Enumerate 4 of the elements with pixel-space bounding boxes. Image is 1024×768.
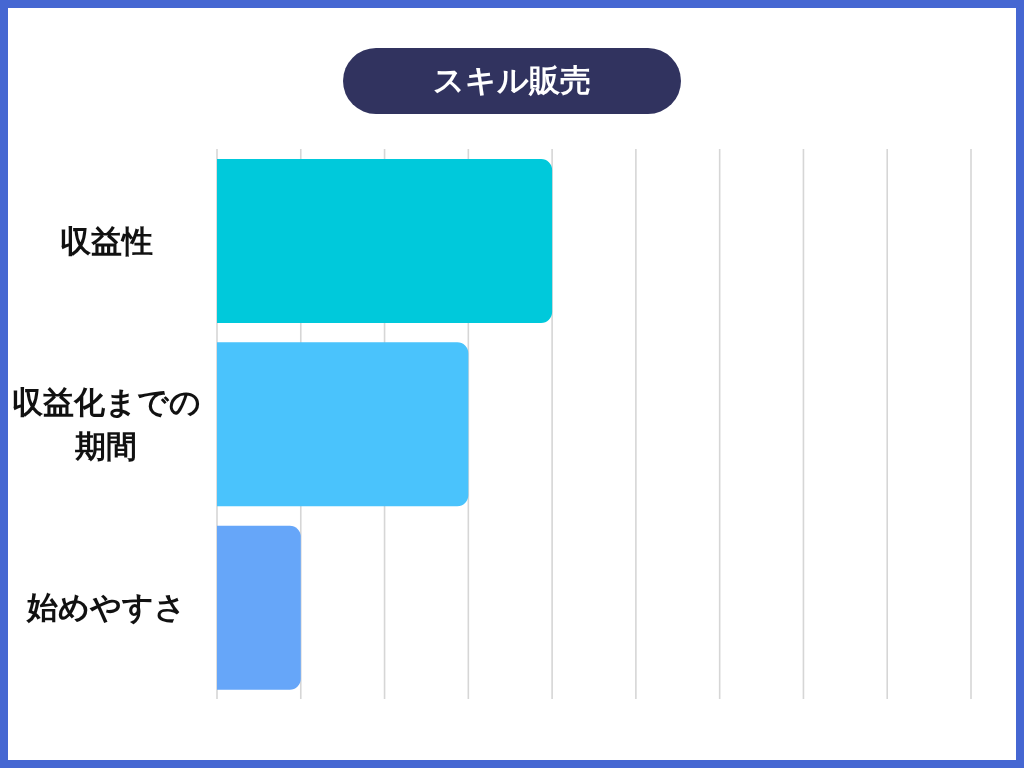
y-tick-label: 収益性 [59,223,153,259]
y-tick-label: 収益化までの期間 [11,384,201,464]
chart-title: スキル販売 [433,62,591,100]
y-tick-label: 始めやすさ [25,589,186,625]
